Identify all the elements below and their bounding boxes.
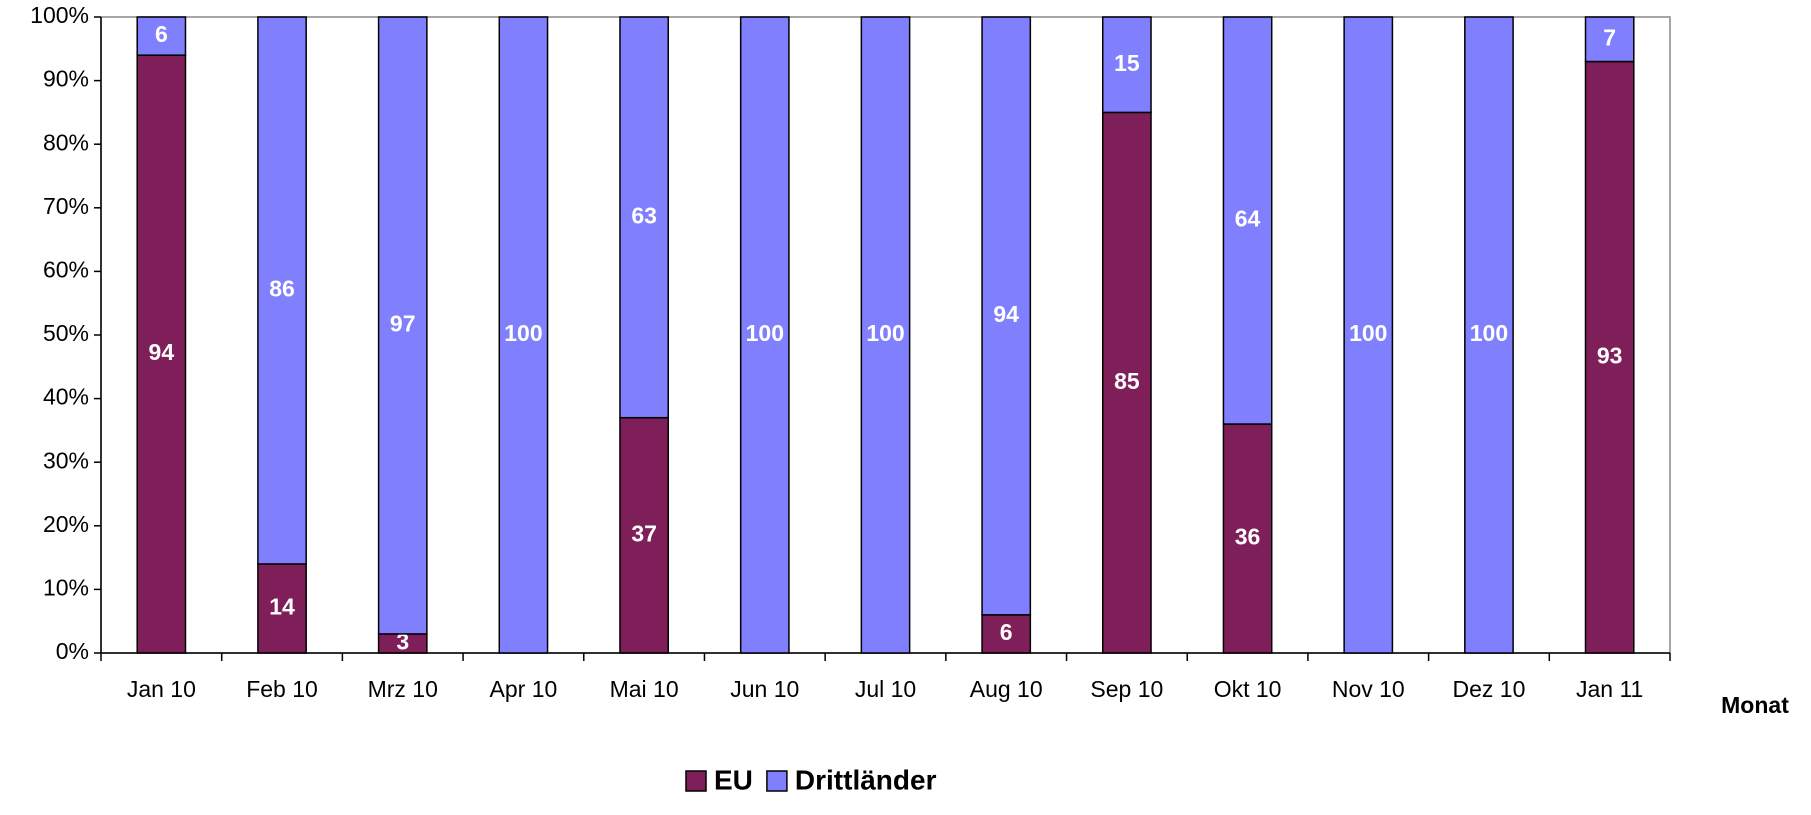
bar-segment xyxy=(1101,111,1152,654)
bar-segment xyxy=(498,16,549,654)
bar-segment xyxy=(257,16,307,565)
y-tick-label: 90% xyxy=(43,66,89,92)
x-tick-label: Jan 11 xyxy=(1576,676,1643,702)
value-label: 100 xyxy=(504,320,542,346)
x-tick-label: Aug 10 xyxy=(970,676,1043,702)
value-label: 63 xyxy=(631,202,657,228)
bar-segment xyxy=(136,16,187,56)
value-label: 100 xyxy=(746,320,784,346)
value-label: 100 xyxy=(866,320,904,346)
x-tick-label: Mai 10 xyxy=(610,676,679,702)
legend-label: EU xyxy=(714,764,753,795)
legend-swatch xyxy=(766,770,788,792)
bar-segment xyxy=(1584,60,1635,654)
bar-segment xyxy=(377,16,428,635)
x-tick-label: Jul 10 xyxy=(855,676,916,702)
y-tick-label: 80% xyxy=(43,129,89,155)
value-label: 3 xyxy=(396,629,409,655)
y-tick-label: 0% xyxy=(56,638,89,664)
x-tick-label: Apr 10 xyxy=(490,676,558,702)
bar-segment xyxy=(1222,423,1273,654)
bar-segment xyxy=(739,16,790,654)
y-tick-label: 30% xyxy=(43,447,89,473)
value-label: 7 xyxy=(1603,24,1616,50)
value-label: 15 xyxy=(1114,50,1140,76)
bar-segment xyxy=(1584,16,1635,63)
value-label: 6 xyxy=(1000,619,1013,645)
bar-segment xyxy=(1464,16,1514,654)
x-tick-label: Mrz 10 xyxy=(368,676,438,702)
legend-label: Drittländer xyxy=(795,764,937,795)
value-label: 93 xyxy=(1597,342,1623,368)
bar-segment xyxy=(619,16,670,419)
bar-segment xyxy=(981,16,1032,616)
x-tick-label: Sep 10 xyxy=(1090,676,1163,702)
value-label: 86 xyxy=(269,276,295,302)
bar-segment xyxy=(136,54,187,654)
value-label: 94 xyxy=(149,339,175,365)
x-tick-label: Jun 10 xyxy=(730,676,799,702)
value-label: 64 xyxy=(1235,206,1261,232)
value-label: 37 xyxy=(631,520,657,546)
y-tick-label: 100% xyxy=(30,2,89,28)
x-tick-label: Jan 10 xyxy=(127,676,196,702)
x-tick-label: Dez 10 xyxy=(1453,676,1526,702)
y-tick-label: 10% xyxy=(43,574,89,600)
y-tick-label: 70% xyxy=(43,193,89,219)
value-label: 94 xyxy=(993,301,1019,327)
bar-segment xyxy=(1343,16,1394,654)
legend-swatch xyxy=(685,770,707,792)
bar-segment xyxy=(1101,16,1152,114)
value-label: 6 xyxy=(155,21,168,47)
x-tick-label: Okt 10 xyxy=(1214,676,1282,702)
y-tick-label: 20% xyxy=(43,511,89,537)
value-label: 100 xyxy=(1349,320,1387,346)
y-tick-label: 40% xyxy=(43,384,89,410)
value-label: 14 xyxy=(269,594,295,620)
x-tick-label: Nov 10 xyxy=(1332,676,1405,702)
bar-segment xyxy=(1222,16,1273,425)
x-tick-label: Feb 10 xyxy=(246,676,318,702)
bar-segment xyxy=(860,16,911,654)
bar-segment xyxy=(981,614,1032,654)
y-tick-label: 60% xyxy=(43,256,89,282)
value-label: 85 xyxy=(1114,368,1140,394)
y-tick-label: 50% xyxy=(43,320,89,346)
value-label: 100 xyxy=(1470,320,1508,346)
bar-segment xyxy=(619,416,670,654)
value-label: 97 xyxy=(390,311,416,337)
x-axis-label: Monat xyxy=(1721,692,1789,718)
value-label: 36 xyxy=(1235,524,1261,550)
